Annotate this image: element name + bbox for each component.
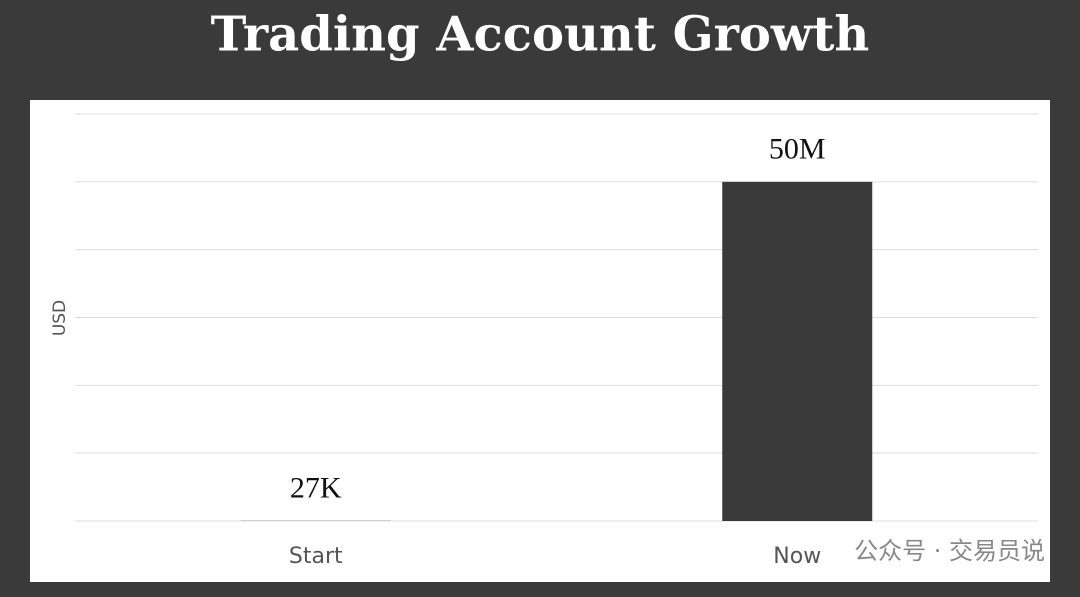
watermark: 公众号 · 交易员说 bbox=[854, 537, 1045, 565]
bar bbox=[722, 181, 873, 522]
x-tick-label: Start bbox=[289, 544, 343, 569]
y-axis-label: USD bbox=[50, 300, 70, 336]
x-tick-label: Now bbox=[773, 544, 821, 569]
value-label: 50M bbox=[769, 133, 826, 166]
chart-title: Trading Account Growth bbox=[211, 7, 870, 63]
plot-panel bbox=[30, 100, 1050, 582]
value-label: 27K bbox=[290, 472, 342, 505]
